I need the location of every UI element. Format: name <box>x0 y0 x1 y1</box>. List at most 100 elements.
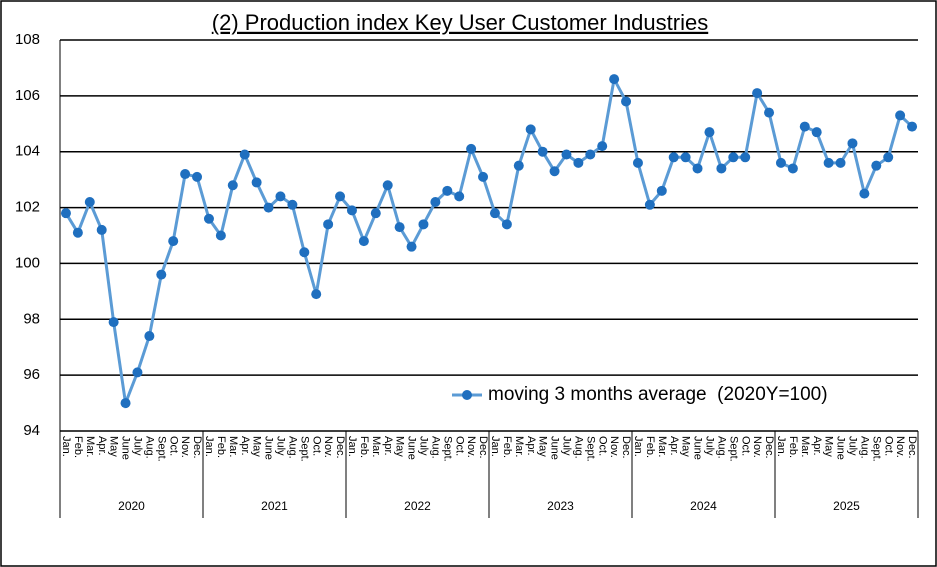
y-tick-label: 96 <box>23 366 40 383</box>
data-point <box>454 191 465 202</box>
data-point <box>382 180 393 191</box>
x-tick-label: Oct. <box>453 436 465 456</box>
legend-label: moving 3 months average (2020Y=100) <box>488 384 828 405</box>
x-tick-label: Oct. <box>167 436 179 456</box>
data-point <box>489 208 500 219</box>
x-tick-label: Dec. <box>763 436 775 459</box>
x-tick-label: Nov. <box>179 436 191 458</box>
x-tick-label: Sept. <box>298 436 310 462</box>
x-tick-label: July <box>418 436 430 456</box>
series-line <box>64 74 914 409</box>
y-tick-label: 100 <box>15 254 40 271</box>
data-point <box>609 74 620 85</box>
x-tick-label: Dec. <box>906 436 918 459</box>
x-tick-label: June <box>835 436 847 460</box>
data-point <box>323 219 334 230</box>
x-tick-label: Feb. <box>215 436 227 458</box>
x-tick-label: Apr. <box>382 436 394 456</box>
x-tick-label: Sept. <box>584 436 596 462</box>
y-tick-label: 106 <box>15 87 40 104</box>
data-point <box>692 163 703 174</box>
data-point <box>513 160 524 171</box>
data-point <box>561 149 572 160</box>
x-tick-label: May <box>823 436 835 457</box>
data-point <box>275 191 286 202</box>
x-tick-label: Apr. <box>811 436 823 456</box>
x-tick-label: Jan. <box>346 436 358 457</box>
data-point <box>346 205 357 216</box>
data-point <box>418 219 429 230</box>
data-point <box>84 196 95 207</box>
data-point <box>192 171 203 182</box>
data-point <box>764 107 775 118</box>
data-point <box>311 289 322 300</box>
data-point <box>668 152 679 163</box>
data-point <box>680 152 691 163</box>
legend-marker <box>462 390 472 400</box>
data-point <box>442 185 453 196</box>
x-tick-label: Apr. <box>525 436 537 456</box>
data-point <box>895 110 906 121</box>
year-label: 2024 <box>690 499 717 513</box>
x-tick-label: June <box>263 436 275 460</box>
data-point <box>644 199 655 210</box>
x-tick-label: Feb. <box>644 436 656 458</box>
year-label: 2025 <box>833 499 860 513</box>
year-label: 2020 <box>118 499 145 513</box>
x-tick-label: Apr. <box>96 436 108 456</box>
data-point <box>466 143 477 154</box>
x-tick-label: May <box>251 436 263 457</box>
x-tick-label: Nov. <box>465 436 477 458</box>
y-tick-label: 108 <box>15 31 40 48</box>
data-point <box>752 88 763 99</box>
data-point <box>585 149 596 160</box>
data-point <box>168 236 179 247</box>
x-tick-label: June <box>120 436 132 460</box>
data-point <box>811 127 822 138</box>
x-tick-label: Aug. <box>572 436 584 459</box>
x-tick-label: Feb. <box>72 436 84 458</box>
data-point <box>430 196 441 207</box>
x-tick-label: July <box>704 436 716 456</box>
x-tick-label: Jan. <box>632 436 644 457</box>
data-point <box>871 160 882 171</box>
x-tick-label: Sept. <box>441 436 453 462</box>
x-tick-label: Aug. <box>286 436 298 459</box>
year-label: 2022 <box>404 499 431 513</box>
y-tick-label: 98 <box>23 310 40 327</box>
x-tick-label: Dec. <box>620 436 632 459</box>
data-point <box>120 398 131 409</box>
data-point <box>394 222 405 233</box>
x-tick-label: Jan. <box>489 436 501 457</box>
x-tick-label: Oct. <box>882 436 894 456</box>
data-point <box>823 157 834 168</box>
data-point <box>847 138 858 149</box>
data-point <box>621 96 632 107</box>
data-point <box>501 219 512 230</box>
data-point <box>859 188 870 199</box>
year-label: 2023 <box>547 499 574 513</box>
x-tick-label: Jan. <box>60 436 72 457</box>
x-tick-label: Mar. <box>799 436 811 457</box>
data-point <box>573 157 584 168</box>
data-point <box>299 247 310 258</box>
x-tick-label: Aug. <box>429 436 441 459</box>
x-tick-label: May <box>394 436 406 457</box>
data-point <box>835 157 846 168</box>
x-tick-label: May <box>537 436 549 457</box>
data-point <box>72 227 83 238</box>
data-point <box>406 241 417 252</box>
x-tick-label: June <box>406 436 418 460</box>
x-tick-label: June <box>549 436 561 460</box>
x-tick-label: Mar. <box>227 436 239 457</box>
data-point <box>907 121 918 132</box>
x-tick-label: Oct. <box>310 436 322 456</box>
x-tick-label: Sept. <box>727 436 739 462</box>
data-point <box>108 317 119 328</box>
data-point <box>597 141 608 152</box>
data-point <box>263 202 274 213</box>
data-point <box>478 171 489 182</box>
x-tick-label: July <box>561 436 573 456</box>
